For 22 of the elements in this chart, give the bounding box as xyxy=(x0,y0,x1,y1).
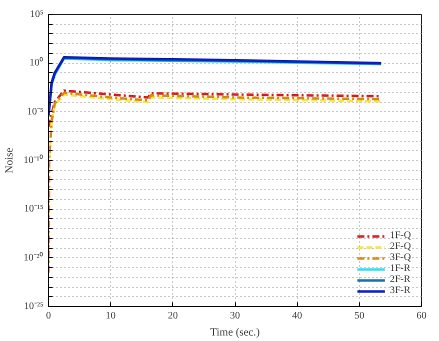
y-tick-label: 10⁻²⁰ xyxy=(24,251,44,264)
x-tick-label: 0 xyxy=(46,310,51,322)
y-axis-title: Noise xyxy=(4,148,16,174)
y-tick-label: 10⁻¹⁰ xyxy=(24,154,44,166)
legend-label: 3F-R xyxy=(390,285,410,296)
x-tick-label: 40 xyxy=(292,310,302,322)
x-tick-label: 20 xyxy=(168,310,178,322)
legend-label: 2F-Q xyxy=(390,241,411,252)
y-tick-label: 10⁻⁵ xyxy=(27,106,44,118)
legend-label: 3F-Q xyxy=(390,252,411,263)
y-tick-label: 10⁻²⁵ xyxy=(24,301,44,312)
y-tick-label: 10⁻¹⁵ xyxy=(24,204,44,215)
y-tick-label: 10⁰ xyxy=(30,56,44,69)
x-tick-label: 30 xyxy=(230,310,240,322)
x-tick-label: 60 xyxy=(416,310,426,322)
x-tick-label: 50 xyxy=(354,310,364,322)
legend-label: 1F-R xyxy=(390,263,410,274)
x-axis-title: Time (sec.) xyxy=(210,326,260,338)
y-tick-label: 10⁵ xyxy=(30,9,44,20)
legend-label: 2F-R xyxy=(390,274,410,285)
legend-label: 1F-Q xyxy=(390,230,411,241)
x-tick-label: 10 xyxy=(106,310,116,322)
